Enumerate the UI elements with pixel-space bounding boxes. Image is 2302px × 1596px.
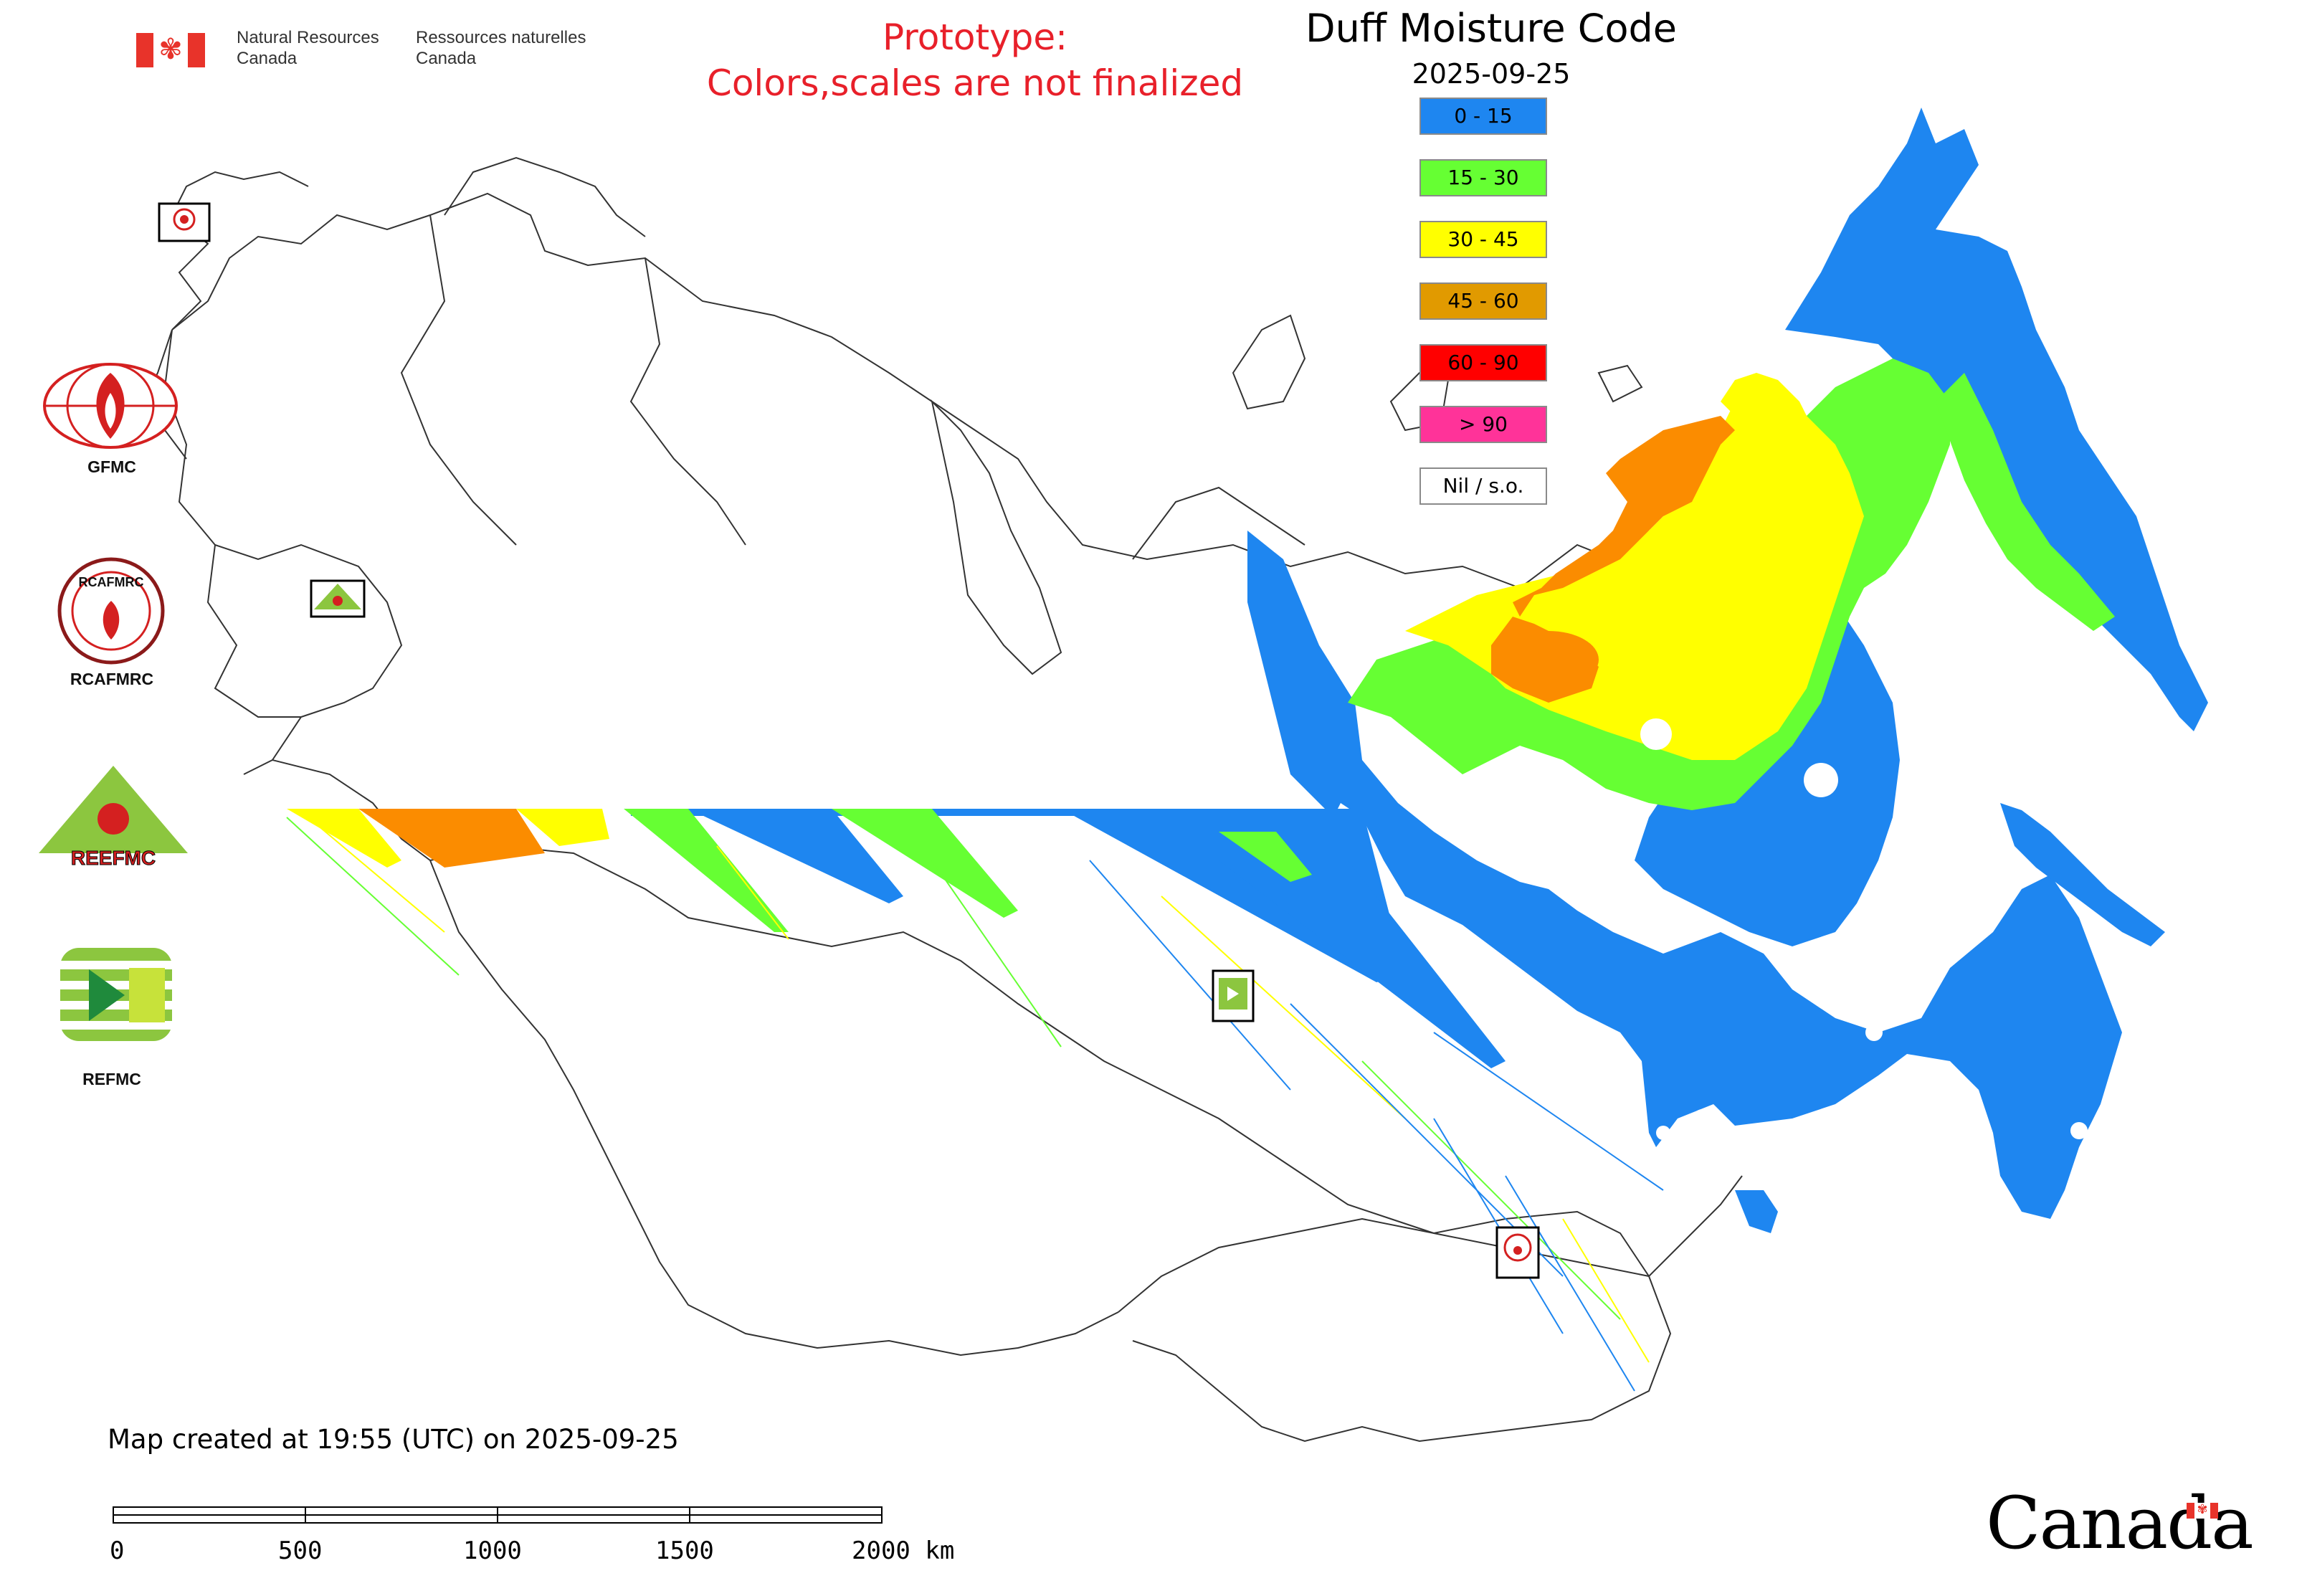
legend-item-gt-90: > 90: [1419, 406, 1547, 443]
region-orange-blob: [1498, 631, 1599, 688]
map-marker-refmc: [1212, 969, 1255, 1022]
refmc-logo: [60, 948, 172, 1041]
legend-item-30-45: 30 - 45: [1419, 221, 1547, 258]
map-title: Duff Moisture Code: [1305, 6, 1677, 51]
novosibirsk-islands-outline: [1389, 371, 1450, 432]
legend-item-45-60: 45 - 60: [1419, 282, 1547, 320]
band-green-2: [832, 809, 1018, 918]
china-border-outline: [1648, 1175, 1743, 1277]
region-blue-kamchatka-tip: [1735, 1190, 1778, 1233]
map-created-note: Map created at 19:55 (UTC) on 2025-09-25: [108, 1424, 679, 1455]
region-blue-sakhalin: [2000, 803, 2165, 946]
nrcan-signature: ✾ Natural Resources Canada Ressources na…: [136, 27, 624, 77]
dmc-raster: [286, 108, 2208, 1392]
legend-label: 0 - 15: [1454, 104, 1513, 128]
reefmc-logo: REEFMC: [39, 766, 188, 870]
legend-label: Nil / s.o.: [1442, 474, 1524, 498]
canada-wordmark: Canada: [1986, 1481, 2254, 1565]
legend-label: 45 - 60: [1447, 289, 1519, 313]
region-green-east: [1936, 373, 2115, 631]
map-marker-rcafmrc: [1495, 1226, 1540, 1279]
baltic-outline: [163, 329, 301, 718]
band-yellow-west2: [516, 809, 609, 846]
org-name-en: Natural Resources Canada: [237, 27, 379, 69]
kazakhstan-outline: [429, 845, 1650, 1277]
caucasus-outline: [272, 759, 431, 861]
map-date: 2025-09-25: [1412, 58, 1571, 90]
legend-label: 30 - 45: [1447, 227, 1519, 251]
wrangel-outline: [1597, 364, 1643, 403]
legend-label: 15 - 30: [1447, 166, 1519, 189]
band-orange-west: [358, 809, 545, 868]
western-russia-outline: [171, 192, 1614, 589]
legend-label: 60 - 90: [1447, 351, 1519, 374]
prototype-line2: Colors,scales are not finalized: [706, 62, 1244, 104]
band-green-1: [624, 809, 789, 932]
kola-outline: [444, 156, 646, 237]
scale-label-0: 0: [110, 1536, 124, 1565]
scale-bar: 0 500 1000 1500 2000 km: [110, 1506, 954, 1565]
band-blue-strip: [631, 809, 1362, 816]
rcafmrc-logo: RCAFMRC: [57, 557, 165, 665]
legend-item-nil: Nil / s.o.: [1419, 467, 1547, 505]
legend-item-60-90: 60 - 90: [1419, 344, 1547, 381]
prototype-line1: Prototype:: [882, 16, 1068, 58]
ukraine-outline: [214, 543, 403, 775]
region-blue-north: [1785, 108, 2208, 731]
inner-regions-outline: [400, 214, 746, 546]
org-name-en-line1: Natural Resources: [237, 28, 379, 47]
refmc-label: REFMC: [82, 1070, 141, 1088]
map-marker-reefmc: [310, 579, 366, 618]
novaya-zemlya-outline: [931, 399, 1062, 675]
taymyr-outline: [1132, 486, 1305, 560]
org-name-en-line2: Canada: [237, 49, 298, 68]
nordic-outline: [171, 171, 309, 331]
region-yellow-north: [1721, 373, 1814, 437]
org-name-fr-line2: Canada: [416, 49, 477, 68]
map-marker-gfmc: [158, 202, 211, 242]
lake-dots: [1640, 718, 2088, 1140]
prototype-notice: Prototype: Colors,scales are not finaliz…: [649, 14, 1301, 106]
canada-wordmark-flag-icon: ✾: [2187, 1503, 2218, 1519]
severnaya-outline: [1232, 314, 1306, 410]
mongolia-outline: [1118, 1210, 1672, 1443]
region-blue-base: [1247, 531, 2122, 1219]
rcafmrc-label: RCAFMRC: [70, 670, 154, 688]
reefmc-logo-text: REEFMC: [71, 847, 156, 869]
band-green-3: [1219, 832, 1312, 882]
band-blue-3: [1219, 860, 1506, 1068]
region-orange: [1513, 416, 1735, 617]
band-blue-1: [688, 809, 903, 903]
scale-label-500: 500: [278, 1536, 322, 1565]
boundary-outlines: [142, 156, 1743, 1443]
gfmc-logo: [43, 363, 178, 449]
legend-item-0-15: 0 - 15: [1419, 98, 1547, 135]
org-name-fr-line1: Ressources naturelles: [416, 28, 586, 47]
canada-flag-icon: ✾: [136, 33, 205, 67]
org-name-fr: Ressources naturelles Canada: [416, 27, 586, 69]
legend-item-15-30: 15 - 30: [1419, 159, 1547, 196]
band-blue-2: [1061, 809, 1405, 982]
scale-label-1000: 1000: [463, 1536, 522, 1565]
legend-label: > 90: [1459, 412, 1508, 436]
rcafmrc-logo-text: RCAFMRC: [79, 575, 144, 589]
scale-label-1500: 1500: [655, 1536, 714, 1565]
central-asia-outline: [429, 860, 1119, 1357]
gfmc-label: GFMC: [87, 457, 136, 476]
scale-label-2000: 2000 km: [852, 1536, 954, 1565]
